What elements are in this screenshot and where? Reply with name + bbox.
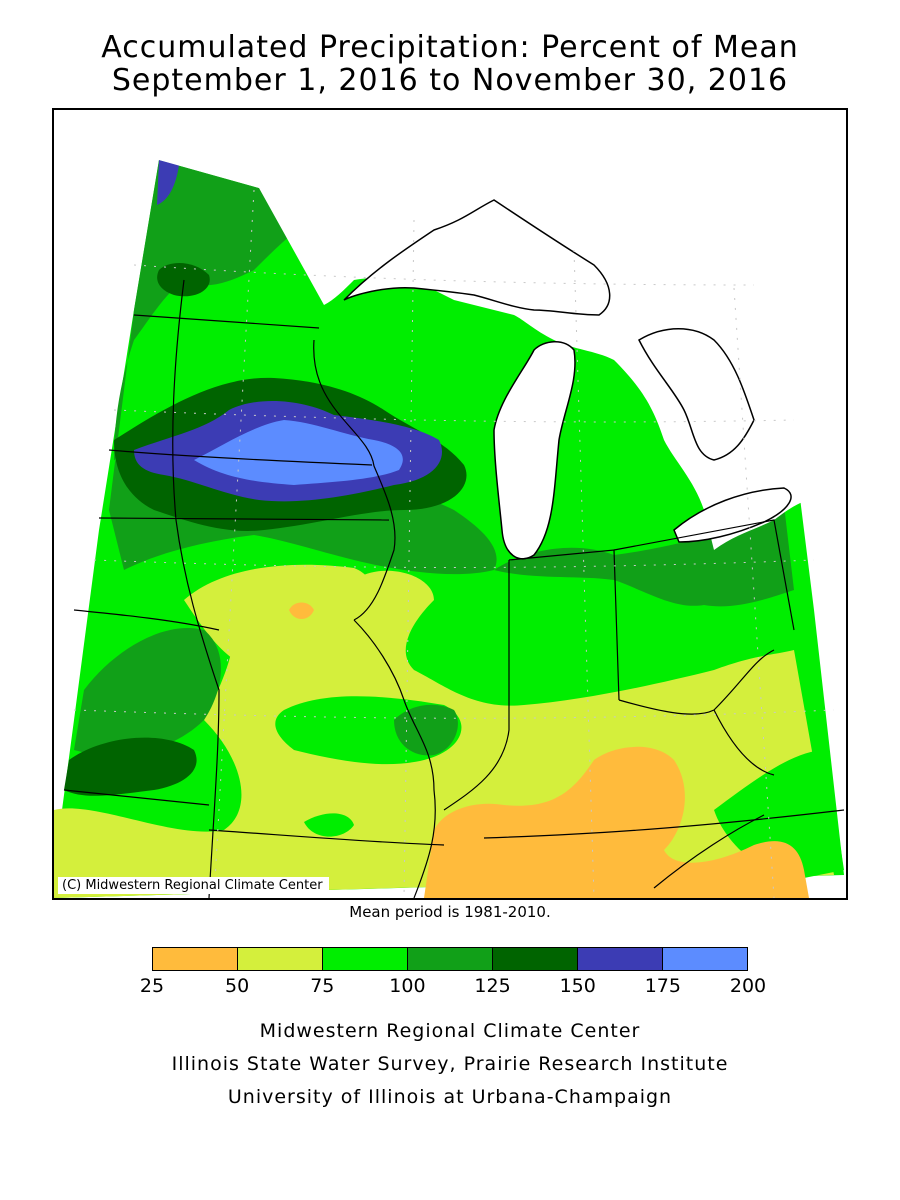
region-75-100-patch-3	[714, 750, 844, 880]
map-title-line2: September 1, 2016 to November 30, 2016	[111, 63, 789, 98]
legend-colorbar	[152, 947, 748, 971]
legend-swatch-100-125	[408, 948, 493, 970]
map-canvas	[54, 110, 846, 898]
legend-tick-label: 50	[225, 975, 250, 997]
region-100-125-north	[109, 160, 497, 575]
legend-swatch-150-175	[578, 948, 663, 970]
legend-tick-label: 200	[729, 975, 767, 997]
region-125-150-west	[64, 737, 197, 796]
legend-swatch-75-100	[323, 948, 408, 970]
legend-tick-label: 125	[474, 975, 511, 997]
region-100-125-east	[494, 499, 794, 607]
region-150-175-corner	[157, 160, 179, 205]
legend-swatch-50-75	[238, 948, 323, 970]
region-100-125-blob	[394, 704, 458, 756]
legend-tick-label: 75	[310, 975, 335, 997]
lake-michigan	[493, 341, 576, 560]
lake-superior	[343, 199, 611, 316]
graticule	[73, 189, 835, 898]
region-100-125-west	[74, 628, 221, 757]
region-25-50-dot	[289, 602, 314, 619]
precipitation-map: (C) Midwestern Regional Climate Center	[52, 108, 848, 900]
legend-tick-label: 175	[644, 975, 681, 997]
copyright-label: (C) Midwestern Regional Climate Center	[58, 877, 329, 894]
mean-period-note: Mean period is 1981-2010.	[349, 903, 551, 921]
lake-huron	[638, 328, 755, 461]
legend-swatch-125-150	[493, 948, 578, 970]
state-borders	[63, 279, 845, 898]
region-75-100-patch-2	[304, 813, 354, 837]
credit-line3: University of Illinois at Urbana-Champai…	[227, 1086, 673, 1108]
legend-tick-label: 25	[139, 975, 165, 997]
legend-tick-label: 100	[389, 975, 426, 997]
region-125-150-north	[157, 263, 210, 297]
region-175-200	[194, 420, 403, 485]
legend-swatch-25-50	[153, 948, 238, 970]
canada-land	[54, 110, 846, 550]
credit-line2: Illinois State Water Survey, Prairie Res…	[171, 1053, 729, 1075]
region-25-50-south	[424, 746, 809, 898]
map-title-line1: Accumulated Precipitation: Percent of Me…	[101, 30, 799, 65]
legend-tick-label: 150	[559, 975, 596, 997]
lake-erie	[673, 487, 792, 543]
legend-swatch-175-200	[663, 948, 747, 970]
credit-line1: Midwestern Regional Climate Center	[259, 1020, 641, 1042]
